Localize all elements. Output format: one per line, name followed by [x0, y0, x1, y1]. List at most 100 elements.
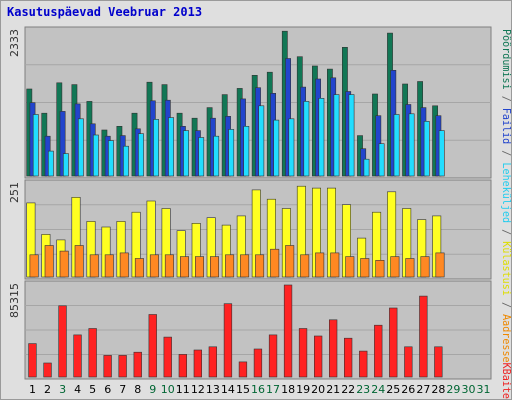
x-tick-label: 31	[477, 383, 491, 396]
bar	[123, 145, 129, 177]
x-tick-label: 3	[59, 383, 66, 396]
bar	[73, 334, 82, 378]
bar	[420, 256, 430, 278]
bar	[28, 343, 37, 378]
bar	[164, 254, 174, 278]
panel-bottom: 85315	[8, 280, 492, 380]
bar	[288, 118, 295, 177]
x-tick-label: 7	[119, 383, 126, 396]
legend-entry: /	[500, 223, 511, 241]
panel-middle: 251	[8, 179, 492, 280]
bar	[59, 111, 66, 177]
bar	[333, 94, 340, 177]
ymax-label-top: 2333	[8, 29, 21, 57]
bar	[183, 130, 189, 177]
legend-entry: Pöördumisi	[500, 29, 511, 90]
bar	[198, 137, 205, 177]
bar	[404, 346, 413, 378]
legend-entry: Failid	[500, 108, 511, 144]
bar	[253, 348, 263, 378]
bar	[438, 130, 445, 177]
bar	[375, 259, 385, 278]
x-tick-label: 21	[326, 383, 340, 396]
bar	[435, 252, 445, 278]
bar	[178, 354, 187, 378]
legend-entry: Aadresse	[500, 314, 511, 363]
bar	[378, 143, 385, 177]
bar	[434, 346, 443, 378]
x-tick-label: 16	[251, 383, 265, 396]
series-aadresse	[29, 245, 445, 278]
series-failid	[29, 58, 442, 177]
ymax-label-middle: 251	[8, 182, 21, 203]
bar	[240, 254, 250, 278]
series-kbaite	[28, 284, 443, 378]
bar	[315, 252, 325, 278]
bar	[89, 254, 99, 278]
bar	[330, 252, 340, 278]
bar	[313, 335, 323, 378]
x-tick-label: 1	[29, 383, 36, 396]
bar	[47, 150, 54, 177]
bar	[168, 117, 174, 177]
x-tick-label: 12	[191, 383, 205, 396]
legend-entry: KBaite	[500, 363, 511, 399]
bar	[43, 362, 52, 378]
legend-entry: Leheküljed	[500, 162, 511, 223]
bar	[348, 94, 355, 177]
bar	[153, 119, 159, 177]
x-tick-label: 18	[281, 383, 295, 396]
x-tick-label: 24	[371, 383, 385, 396]
bar	[243, 126, 250, 177]
bar	[88, 328, 97, 378]
bar	[298, 328, 308, 378]
bar	[59, 250, 69, 278]
bar	[285, 58, 291, 177]
x-tick-label: 19	[296, 383, 310, 396]
x-tick-label: 15	[236, 383, 250, 396]
x-tick-label: 11	[176, 383, 190, 396]
bar	[268, 334, 278, 378]
bar	[328, 319, 338, 378]
ymax-label-bottom: 85315	[8, 283, 21, 318]
series-pöördumisi	[26, 30, 438, 177]
bar	[285, 245, 295, 278]
bar	[318, 98, 325, 177]
bar	[134, 258, 144, 278]
x-tick-label: 6	[104, 383, 111, 396]
bar	[78, 118, 84, 177]
x-tick-label: 23	[356, 383, 370, 396]
x-tick-label: 22	[341, 383, 355, 396]
bar	[258, 105, 265, 177]
bar	[393, 114, 400, 177]
bar	[213, 135, 220, 177]
bar	[108, 140, 114, 177]
bar	[29, 254, 39, 278]
bar	[193, 349, 202, 378]
bar	[74, 245, 84, 278]
bar	[343, 337, 353, 378]
bar	[273, 119, 280, 177]
x-tick-label: 28	[431, 383, 445, 396]
bar	[389, 307, 398, 378]
bar	[58, 305, 67, 378]
chart-title: Kasutuspäevad Veebruar 2013	[7, 5, 202, 19]
x-tick-label: 5	[89, 383, 96, 396]
x-tick-label: 4	[74, 383, 81, 396]
bar	[223, 303, 233, 378]
x-tick-label: 20	[311, 383, 325, 396]
bar	[390, 256, 400, 278]
bar	[44, 245, 54, 278]
bar	[228, 129, 235, 177]
series-leheküljed	[32, 94, 445, 177]
bar	[405, 258, 415, 278]
bar	[195, 256, 205, 278]
bar	[359, 350, 368, 378]
bar	[163, 336, 172, 378]
right-legend: Pöördumisi / Failid / Leheküljed / Külas…	[500, 29, 511, 399]
bar	[208, 346, 217, 378]
bar	[238, 361, 248, 378]
x-tick-label: 17	[266, 383, 280, 396]
